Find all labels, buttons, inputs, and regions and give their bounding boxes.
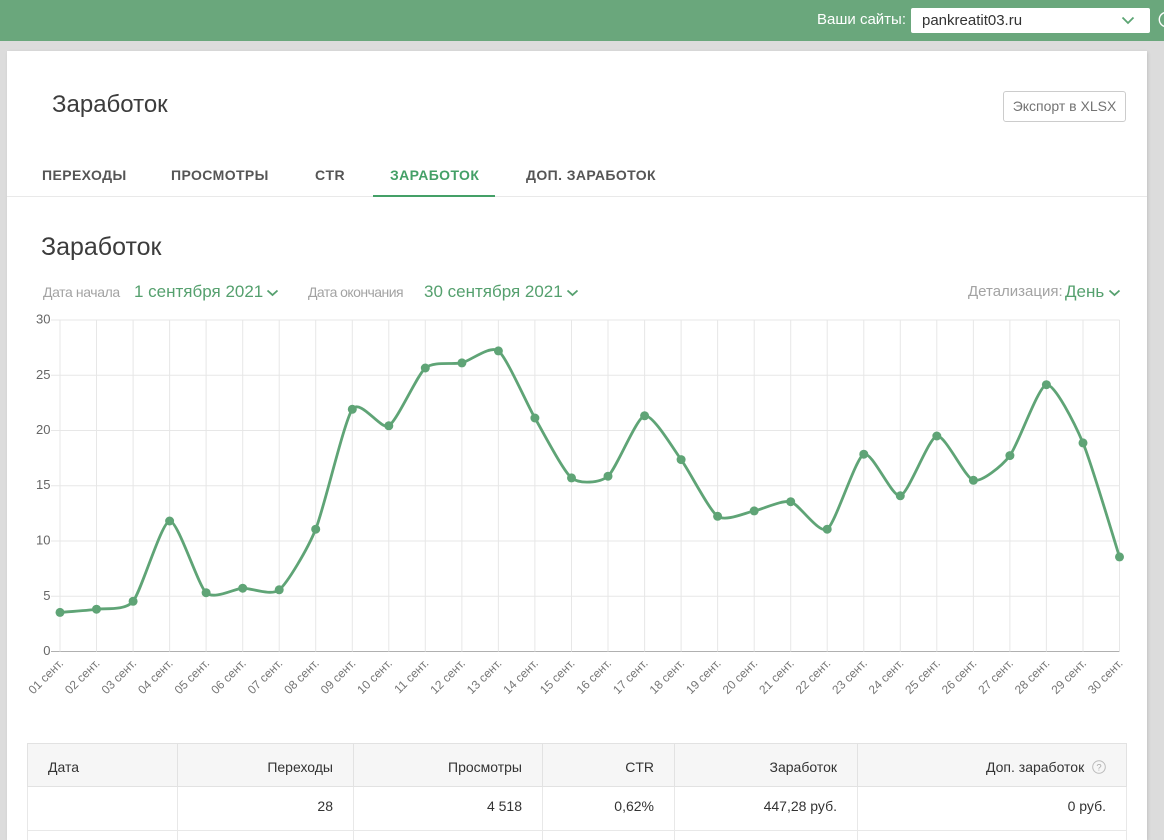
svg-text:02 сент.: 02 сент. <box>62 656 103 697</box>
svg-text:25: 25 <box>36 367 50 382</box>
svg-text:10 сент.: 10 сент. <box>354 656 395 697</box>
svg-text:03 сент.: 03 сент. <box>99 656 140 697</box>
svg-text:07 сент.: 07 сент. <box>245 656 286 697</box>
svg-text:0: 0 <box>43 643 50 658</box>
svg-text:14 сент.: 14 сент. <box>500 656 541 697</box>
svg-text:24 сент.: 24 сент. <box>866 656 907 697</box>
svg-text:5: 5 <box>43 588 50 603</box>
svg-text:28 сент.: 28 сент. <box>1012 656 1053 697</box>
svg-text:26 сент.: 26 сент. <box>939 656 980 697</box>
svg-text:?: ? <box>1096 762 1101 773</box>
svg-text:23 сент.: 23 сент. <box>829 656 870 697</box>
svg-text:13 сент.: 13 сент. <box>464 656 505 697</box>
svg-text:09 сент.: 09 сент. <box>318 656 359 697</box>
svg-text:15 сент.: 15 сент. <box>537 656 578 697</box>
svg-text:20: 20 <box>36 422 50 437</box>
svg-text:30 сент.: 30 сент. <box>1085 656 1126 697</box>
svg-text:01 сент.: 01 сент. <box>25 656 66 697</box>
svg-text:11 сент.: 11 сент. <box>391 656 431 696</box>
svg-text:18 сент.: 18 сент. <box>647 656 688 697</box>
svg-text:12 сент.: 12 сент. <box>427 656 468 697</box>
svg-text:22 сент.: 22 сент. <box>793 656 834 697</box>
svg-text:29 сент.: 29 сент. <box>1048 656 1089 697</box>
svg-text:20 сент.: 20 сент. <box>720 656 761 697</box>
svg-text:17 сент.: 17 сент. <box>610 656 651 697</box>
svg-text:19 сент.: 19 сент. <box>683 656 724 697</box>
svg-text:27 сент.: 27 сент. <box>975 656 1016 697</box>
svg-text:30: 30 <box>36 312 50 327</box>
svg-text:10: 10 <box>36 533 50 548</box>
svg-text:25 сент.: 25 сент. <box>902 656 943 697</box>
svg-text:21 сент.: 21 сент. <box>756 656 797 697</box>
svg-text:06 сент.: 06 сент. <box>208 656 249 697</box>
svg-text:15: 15 <box>36 477 50 492</box>
svg-text:16 сент.: 16 сент. <box>573 656 614 697</box>
svg-text:08 сент.: 08 сент. <box>281 656 322 697</box>
svg-text:05 сент.: 05 сент. <box>172 656 213 697</box>
svg-text:04 сент.: 04 сент. <box>135 656 176 697</box>
